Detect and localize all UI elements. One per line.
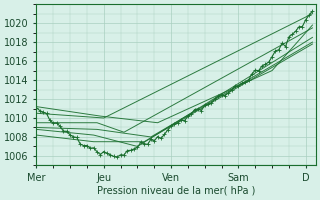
X-axis label: Pression niveau de la mer( hPa ): Pression niveau de la mer( hPa ) — [97, 186, 255, 196]
